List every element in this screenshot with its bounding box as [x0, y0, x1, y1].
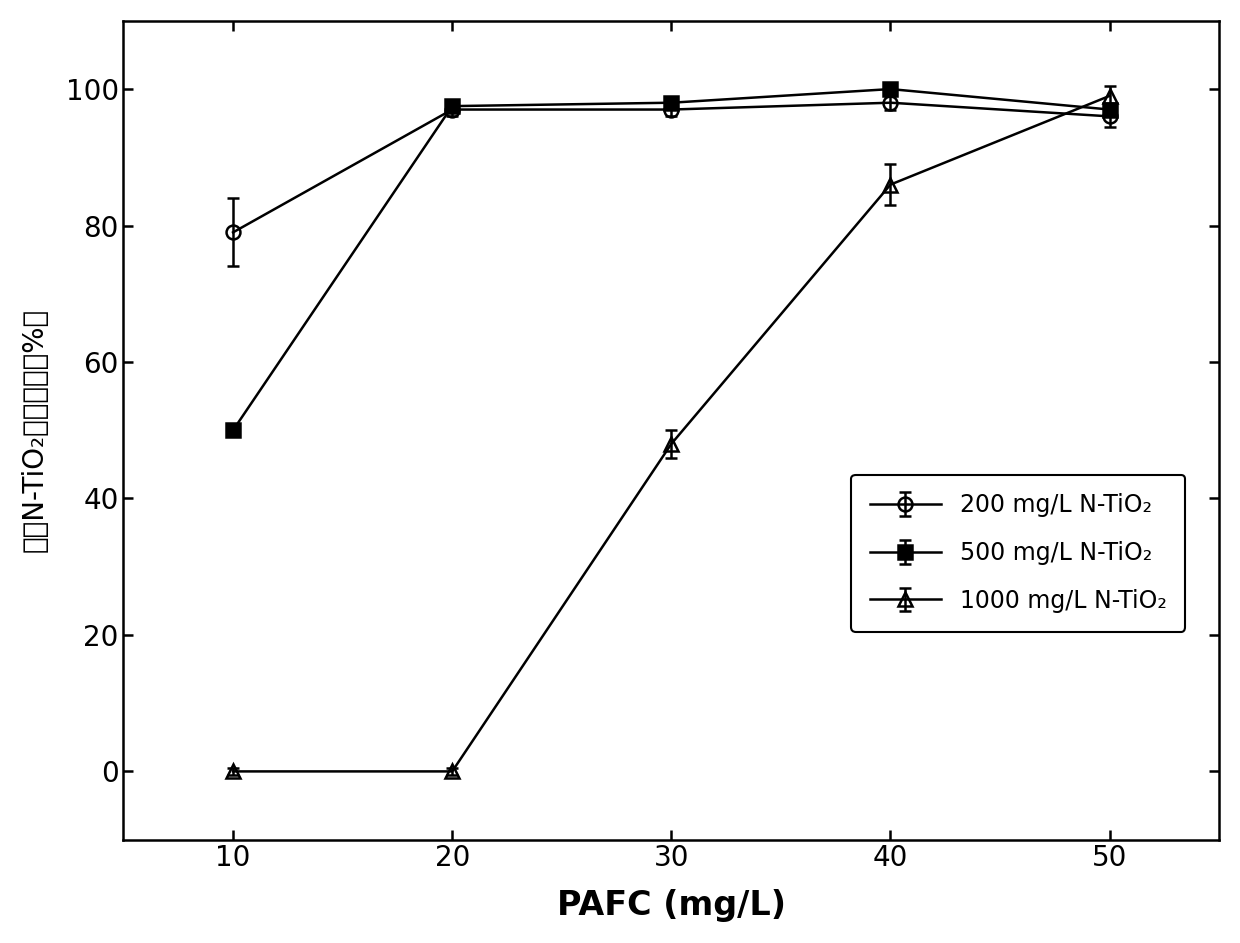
X-axis label: PAFC (mg/L): PAFC (mg/L) [557, 889, 786, 922]
Y-axis label: 纳米N-TiO₂混凝效率（%）: 纳米N-TiO₂混凝效率（%） [21, 308, 48, 553]
Legend: 200 mg/L N-TiO₂, 500 mg/L N-TiO₂, 1000 mg/L N-TiO₂: 200 mg/L N-TiO₂, 500 mg/L N-TiO₂, 1000 m… [851, 474, 1185, 632]
